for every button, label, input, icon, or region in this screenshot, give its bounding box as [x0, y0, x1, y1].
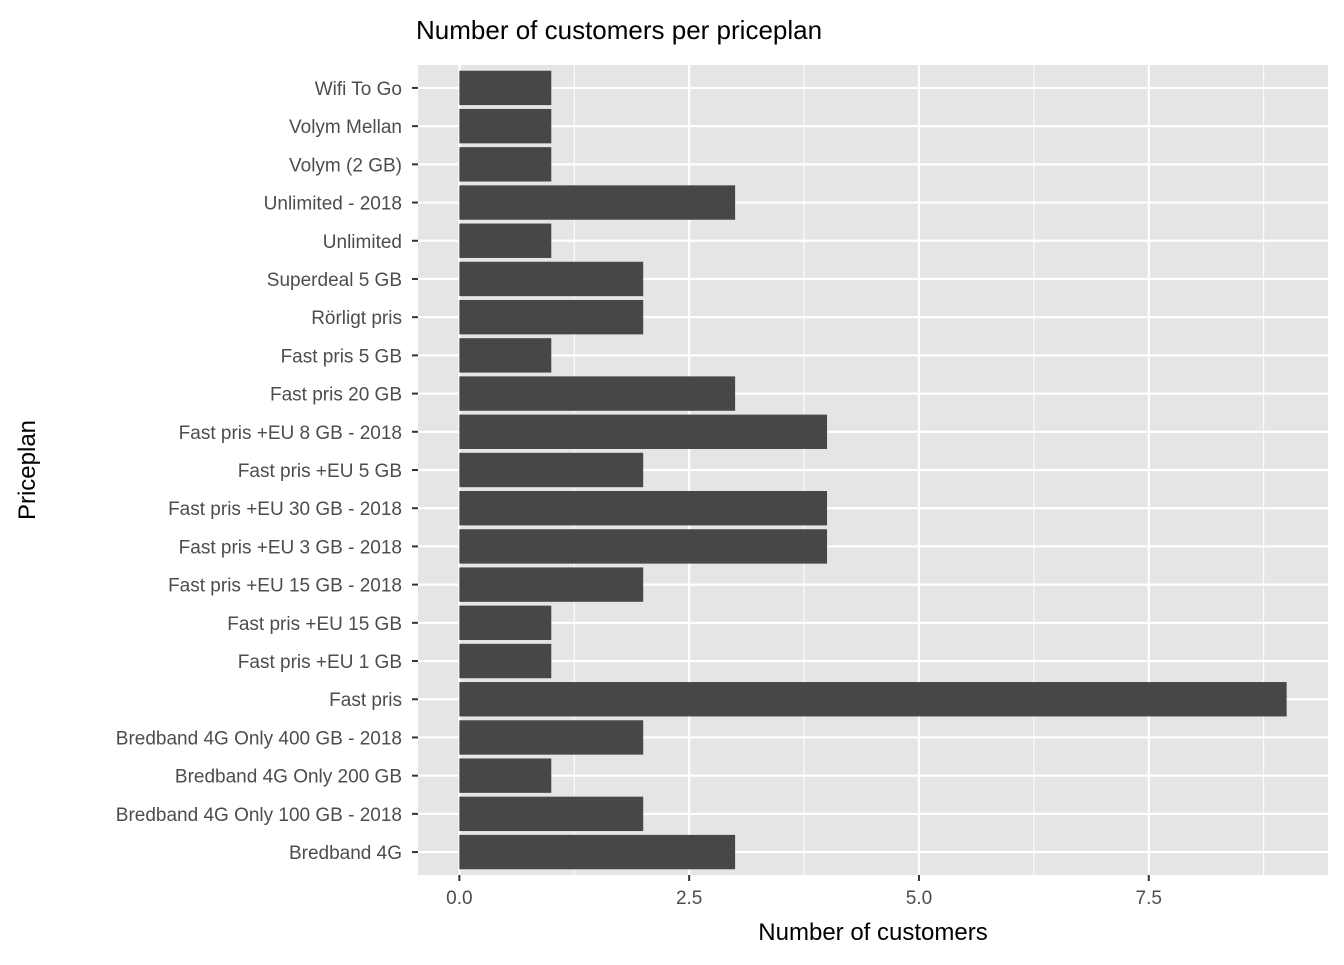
y-axis: Bredband 4G Bredband 4G Only 100 GB - 201… — [116, 79, 418, 864]
y-tick-label: Bredband 4G — [289, 843, 402, 864]
y-tick-label: Fast pris +EU 3 GB - 2018 — [179, 537, 402, 558]
y-tick-label: Fast pris +EU 1 GB — [238, 652, 402, 673]
bar — [459, 720, 644, 755]
y-tick-label: Fast pris +EU 15 GB — [227, 614, 402, 635]
bar — [459, 261, 644, 297]
y-tick-label: Fast pris +EU 15 GB - 2018 — [168, 576, 402, 597]
y-tick-label: Volym (2 GB) — [289, 155, 402, 176]
y-tick-label: Fast pris +EU 30 GB - 2018 — [168, 499, 402, 520]
y-tick-label: Bredband 4G Only 400 GB - 2018 — [116, 728, 402, 749]
bar — [459, 529, 828, 564]
y-tick-label: Fast pris — [329, 690, 402, 711]
bar — [459, 376, 736, 411]
x-tick-label: 0.0 — [446, 888, 472, 909]
bar — [459, 643, 552, 679]
y-axis-title: Priceplan — [14, 420, 41, 520]
bar — [459, 491, 828, 526]
bar — [459, 452, 644, 488]
bar — [459, 758, 552, 793]
x-tick-label: 2.5 — [676, 888, 702, 909]
bar — [459, 567, 644, 602]
bars — [459, 70, 1287, 870]
bar — [459, 70, 552, 106]
y-tick-label: Unlimited — [323, 232, 402, 253]
bar — [459, 299, 644, 335]
chart-title: Number of customers per priceplan — [416, 15, 822, 45]
x-tick-label: 5.0 — [906, 888, 932, 909]
y-tick-label: Volym Mellan — [289, 117, 402, 138]
bar — [459, 185, 736, 220]
y-tick-label: Wifi To Go — [315, 79, 402, 100]
bar — [459, 834, 736, 870]
y-tick-label: Bredband 4G Only 200 GB — [175, 767, 402, 788]
x-axis: 0.0 2.5 5.0 7.5 — [446, 875, 1162, 909]
y-tick-label: Fast pris 5 GB — [281, 346, 402, 367]
y-tick-label: Superdeal 5 GB — [267, 270, 402, 291]
x-tick-label: 7.5 — [1136, 888, 1162, 909]
bar — [459, 338, 552, 373]
bar — [459, 223, 552, 258]
bar — [459, 108, 552, 144]
y-tick-label: Rörligt pris — [311, 308, 402, 329]
bar — [459, 414, 828, 449]
y-tick-label: Bredband 4G Only 100 GB - 2018 — [116, 805, 402, 826]
bar — [459, 147, 552, 182]
bar — [459, 605, 552, 641]
y-tick-label: Fast pris 20 GB — [270, 385, 402, 406]
x-axis-title: Number of customers — [758, 919, 987, 946]
y-tick-label: Unlimited - 2018 — [264, 194, 402, 215]
y-tick-label: Fast pris +EU 8 GB - 2018 — [179, 423, 402, 444]
y-tick-label: Fast pris +EU 5 GB — [238, 461, 402, 482]
bar — [459, 796, 644, 832]
bar — [459, 682, 1287, 717]
